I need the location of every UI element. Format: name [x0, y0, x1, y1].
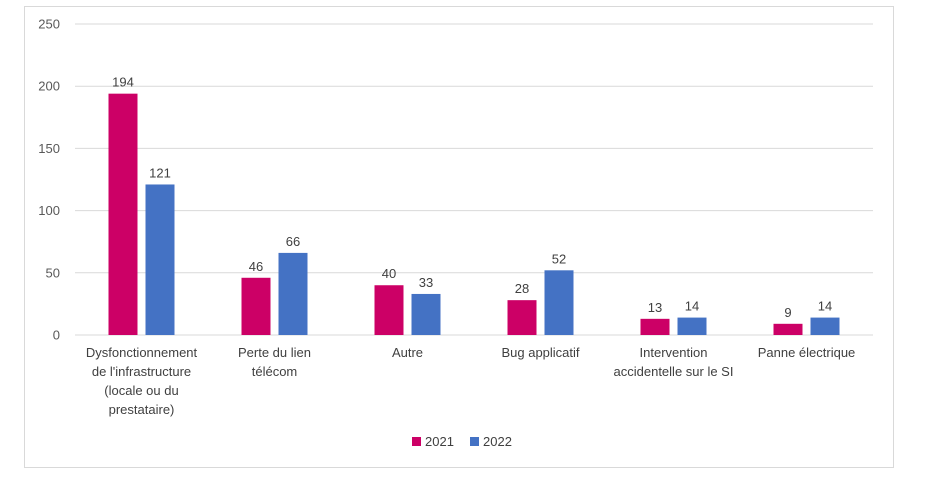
bar: [108, 93, 138, 335]
data-label: 40: [382, 266, 396, 281]
x-tick-label: Bug applicatif: [501, 345, 579, 360]
data-label: 28: [515, 281, 529, 296]
x-tick-label: (locale ou du: [104, 383, 178, 398]
legend-label: 2021: [425, 434, 454, 449]
data-label: 33: [419, 275, 433, 290]
bar: [411, 293, 441, 335]
y-tick-label: 150: [38, 141, 60, 156]
data-label: 9: [784, 305, 791, 320]
legend-swatch: [412, 437, 421, 446]
x-tick-label: prestataire): [109, 402, 175, 417]
bar: [278, 252, 308, 335]
y-tick-label: 0: [53, 328, 60, 343]
x-tick-label: de l'infrastructure: [92, 364, 191, 379]
x-tick-label: Panne électrique: [758, 345, 856, 360]
bar: [241, 277, 271, 335]
y-tick-label: 250: [38, 17, 60, 32]
bar: [810, 317, 840, 335]
x-tick-label: Intervention: [640, 345, 708, 360]
data-label: 66: [286, 234, 300, 249]
bar: [374, 285, 404, 335]
data-label: 14: [818, 299, 832, 314]
data-label: 13: [648, 300, 662, 315]
y-tick-label: 50: [46, 265, 60, 280]
y-tick-label: 100: [38, 203, 60, 218]
bar: [544, 270, 574, 335]
x-tick-label: télécom: [252, 364, 298, 379]
data-label: 194: [112, 75, 134, 90]
data-label: 46: [249, 259, 263, 274]
data-label: 121: [149, 165, 171, 180]
data-label: 52: [552, 251, 566, 266]
x-tick-label: Perte du lien: [238, 345, 311, 360]
bar: [677, 317, 707, 335]
legend-label: 2022: [483, 434, 512, 449]
bar: [640, 318, 670, 335]
x-tick-label: accidentelle sur le SI: [614, 364, 734, 379]
bar: [773, 323, 803, 335]
bar: [145, 184, 175, 335]
bar: [507, 300, 537, 335]
y-tick-label: 200: [38, 79, 60, 94]
data-label: 14: [685, 299, 699, 314]
legend-swatch: [470, 437, 479, 446]
x-tick-label: Dysfonctionnement: [86, 345, 198, 360]
x-tick-label: Autre: [392, 345, 423, 360]
